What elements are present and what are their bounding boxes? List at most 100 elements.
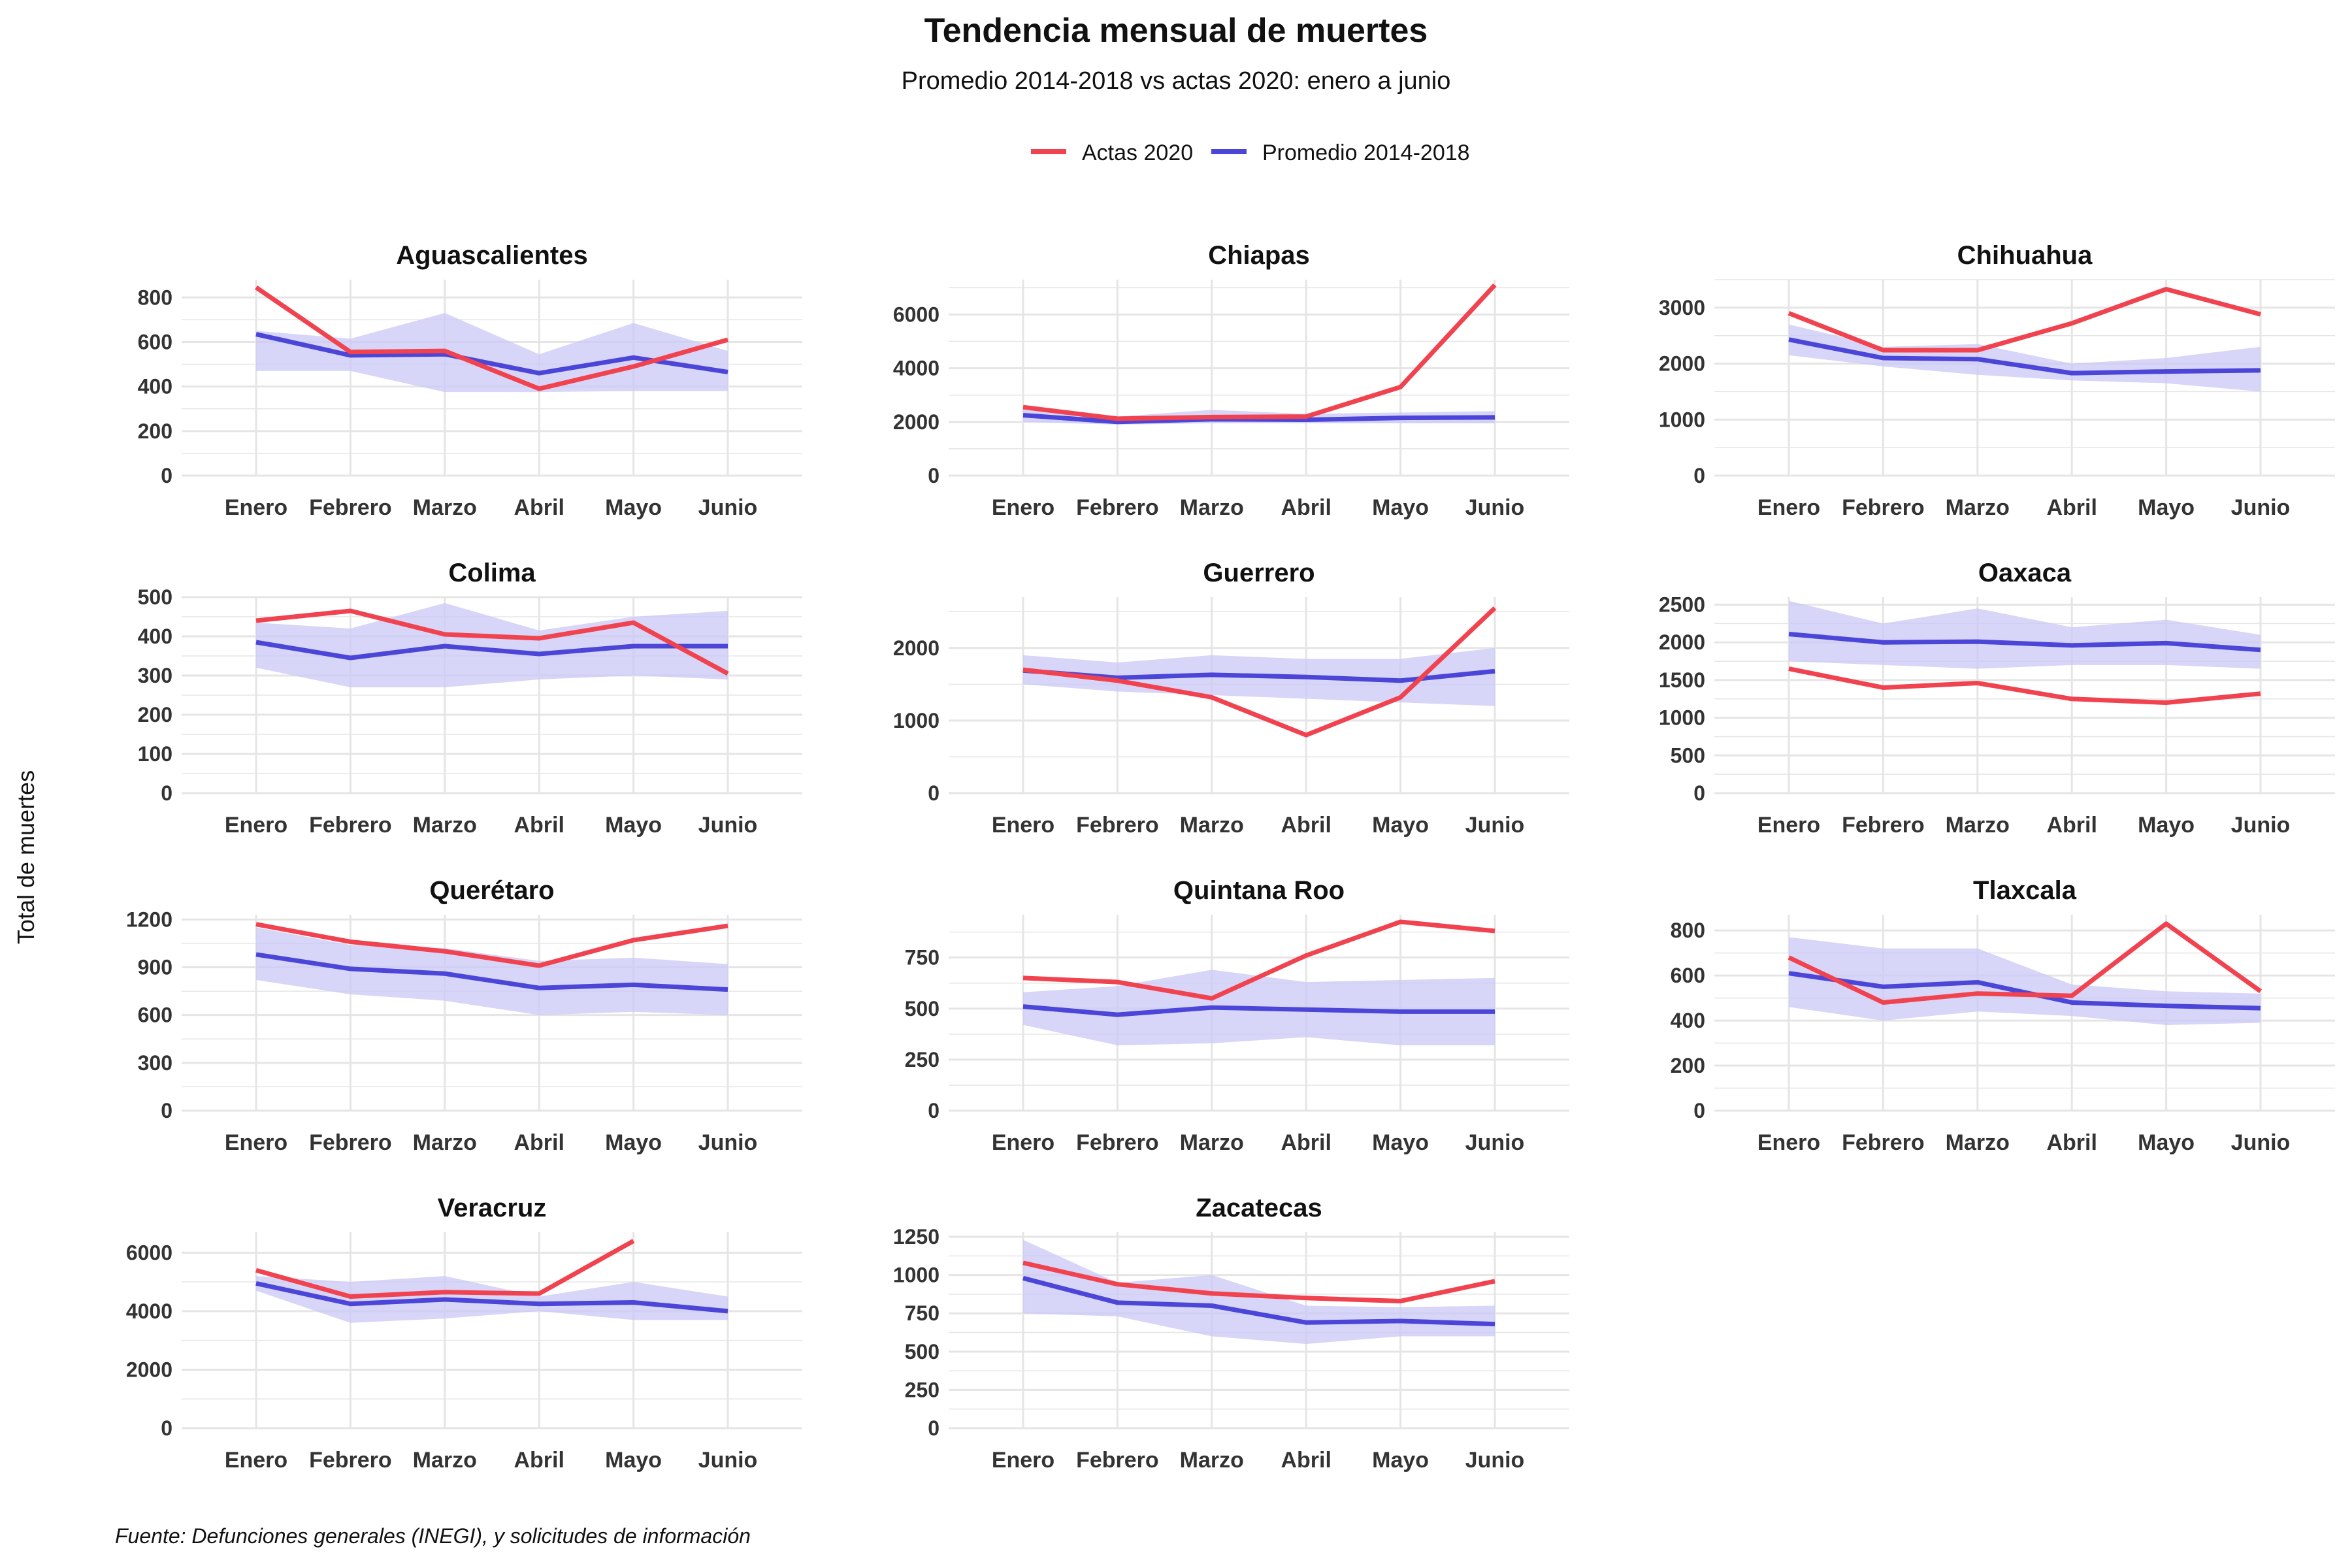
x-tick-label: Mayo [1372,1448,1429,1473]
y-tick-label: 800 [1671,919,1705,942]
y-tick-label: 4000 [893,357,939,380]
legend: Actas 2020 Promedio 2014-2018 [1031,140,1470,165]
y-tick-label: 600 [1671,964,1705,987]
panel-title-aguascalientes: Aguascalientes [396,241,587,270]
y-tick-label: 0 [161,464,172,487]
x-tick-label: Enero [225,495,287,520]
y-tick-label: 0 [928,1416,939,1440]
x-tick-label: Enero [992,495,1054,520]
y-tick-label: 3000 [1659,296,1705,319]
y-tick-label: 200 [1671,1054,1705,1077]
x-tick-label: Marzo [413,813,477,838]
x-tick-label: Enero [992,813,1054,838]
y-tick-label: 600 [138,330,172,353]
x-tick-label: Junio [698,813,758,838]
x-tick-label: Enero [1757,1130,1820,1155]
panel-veracruz: Veracruz 0 2000 4000 6000 Enero Febrero Marzo Ab… [126,1194,802,1473]
y-tick-label: 0 [161,781,172,805]
x-tick-label: Marzo [413,1130,477,1155]
x-tick-label: Marzo [1180,495,1244,520]
y-tick-label: 0 [1693,781,1705,805]
x-tick-label: Junio [698,495,758,520]
legend-label-actas: Actas 2020 [1082,140,1193,165]
x-tick-label: Abril [514,495,564,520]
series-line-actas [1022,283,1497,421]
x-tick-label: Mayo [1372,495,1429,520]
series-line-actas [255,1239,635,1299]
panel-queretaro: Querétaro 0 300 600 900 1200 Enero Febrero Marzo… [126,876,802,1155]
x-tick-label: Marzo [413,495,477,520]
y-tick-label: 500 [1671,743,1705,767]
x-tick-label: Mayo [605,1130,662,1155]
x-tick-label: Junio [2231,1130,2291,1155]
y-tick-label: 1000 [893,709,939,732]
x-tick-label: Marzo [1180,1130,1244,1155]
x-tick-label: Febrero [309,813,392,838]
series-line-promedio [1788,632,2261,653]
x-tick-label: Marzo [1180,1448,1244,1473]
source-caption: Fuente: Defunciones generales (INEGI), y… [115,1524,751,1548]
y-tick-label: 500 [905,1340,939,1364]
y-tick-label: 2000 [893,410,939,434]
y-tick-label: 250 [905,1048,939,1071]
band-promedio-range [1789,600,2261,669]
y-tick-label: 600 [138,1004,172,1027]
x-tick-label: Marzo [1946,813,2010,838]
x-tick-label: Mayo [605,1448,662,1473]
series-line-actas [255,286,728,391]
x-tick-label: Abril [514,1130,564,1155]
x-tick-label: Junio [2231,813,2291,838]
panel-title-tlaxcala: Tlaxcala [1973,876,2077,905]
panel-title-chihuahua: Chihuahua [1957,241,2093,270]
x-tick-label: Marzo [413,1448,477,1473]
x-tick-label: Febrero [1842,813,1925,838]
y-tick-label: 300 [138,1051,172,1075]
y-tick-label: 0 [1693,464,1705,487]
y-tick-label: 300 [138,664,172,687]
x-tick-label: Enero [225,1130,287,1155]
y-tick-label: 6000 [126,1241,172,1264]
chart-subtitle: Promedio 2014-2018 vs actas 2020: enero … [902,67,1451,95]
x-tick-label: Febrero [1842,1130,1925,1155]
x-tick-label: Febrero [309,1448,392,1473]
y-tick-label: 500 [905,997,939,1021]
panel-title-zacatecas: Zacatecas [1196,1194,1322,1222]
band-promedio-range [1789,324,2261,392]
x-tick-label: Enero [1757,495,1820,520]
y-tick-label: 0 [928,464,939,487]
series-line-actas [1022,919,1495,1001]
y-tick-label: 1500 [1659,668,1705,692]
series-line-actas [1022,1260,1495,1303]
x-tick-label: Abril [1281,495,1331,520]
panel-quintana-roo: Quintana Roo 0 250 500 750 Enero Febrero Marzo A… [905,876,1569,1155]
y-tick-label: 1250 [893,1225,939,1249]
y-tick-label: 2000 [126,1358,172,1381]
series-line-promedio [1022,413,1495,425]
y-tick-label: 1000 [893,1264,939,1287]
series-line-promedio [1022,1275,1495,1327]
x-tick-label: Abril [514,813,564,838]
y-tick-label: 0 [928,1099,939,1122]
y-tick-label: 800 [138,286,172,309]
y-tick-label: 250 [905,1378,939,1401]
x-tick-label: Marzo [1946,1130,2010,1155]
x-tick-label: Enero [225,813,287,838]
series-line-promedio [255,1281,728,1314]
panel-title-oaxaca: Oaxaca [1978,559,2072,587]
y-tick-label: 0 [161,1416,172,1440]
y-tick-label: 2500 [1659,593,1705,617]
y-tick-label: 2000 [1659,352,1705,376]
series-line-actas [1022,606,1497,738]
x-tick-label: Abril [2046,1130,2097,1155]
series-line-promedio [255,640,728,661]
y-tick-label: 2000 [893,636,939,660]
y-tick-label: 500 [138,585,172,609]
x-tick-label: Junio [1465,495,1525,520]
series-line-actas [1788,921,2262,1005]
band-promedio-range [1023,1239,1495,1345]
panel-title-queretaro: Querétaro [429,876,554,905]
panel-title-veracruz: Veracruz [438,1194,547,1222]
y-tick-label: 1000 [1659,706,1705,730]
y-tick-label: 100 [138,742,172,766]
series-line-promedio [1788,337,2261,376]
